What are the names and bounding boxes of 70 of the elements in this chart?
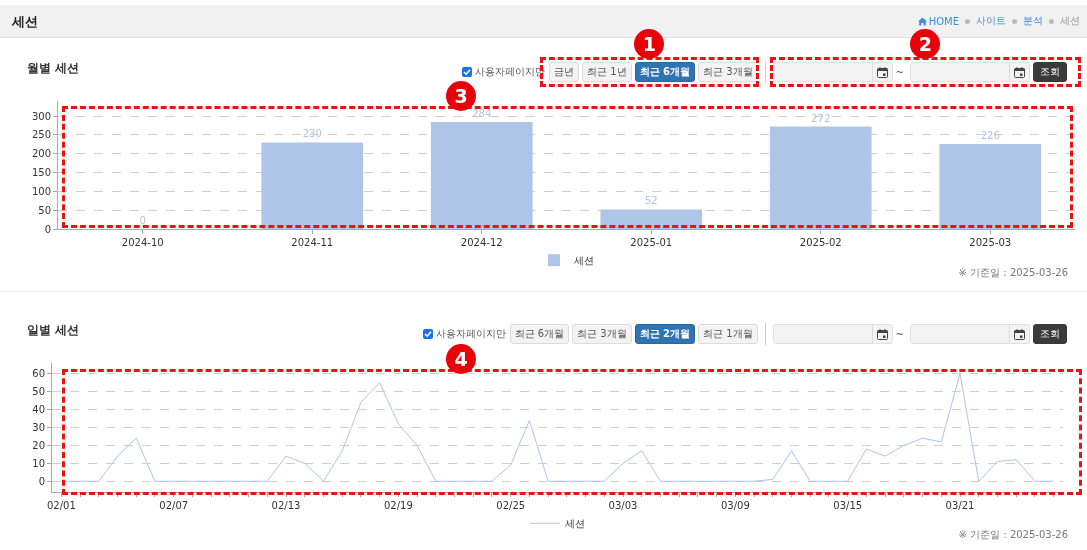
x-tick-label: 03/15 [833,500,863,511]
x-tick-label: 03/21 [945,500,975,511]
x-tick-label: 2024-10 [121,237,164,248]
button: 최근 6개월 [509,324,570,344]
x-tick-label: 2025-03 [969,237,1012,248]
text: ※ 기준일 : 2025-03-26 [958,266,1068,280]
y-tick-label: 40 [32,404,45,416]
y-tick-label: 150 [31,167,51,179]
button: 조회 [1033,62,1067,82]
legend-label: 세션 [565,518,585,530]
y-tick-label: 10 [32,457,45,469]
x-tick-label: 2025-01 [630,237,673,248]
button: 최근 1년 [582,62,632,82]
text: ~ [895,328,904,340]
button: 최근 1개월 [698,324,758,344]
y-tick-label: 200 [31,148,51,160]
annotation: 3 [454,84,468,107]
x-tick-label: 02/07 [159,500,189,511]
chart-title: 월별 세션 [27,60,80,77]
button: 최근 2개월 [634,324,696,344]
data-label: 230 [302,128,322,140]
line-series [60,373,1055,482]
bar [600,209,703,229]
bar [769,126,872,229]
y-tick-label: 300 [31,110,51,122]
text: 사용자페이지만 [475,65,546,79]
callout-badge: 3 [446,81,476,111]
x-tick-label: 2024-12 [460,237,503,248]
data-label: 226 [980,129,1000,141]
x-tick-label: 03/03 [608,500,638,511]
callout-badge: 4 [446,344,476,374]
y-tick-label: 250 [31,129,51,141]
y-tick-label: 100 [31,185,51,197]
text: 사이트 [976,14,1006,28]
data-label: 0 [139,215,146,226]
button: 조회 [1033,324,1067,344]
x-tick-label: 2024-11 [291,237,334,248]
chart-title: 일별 세션 [27,322,80,339]
text: 분석 [1023,14,1043,28]
x-tick-label: 02/19 [383,500,413,511]
y-tick-label: 50 [32,386,45,398]
legend-label: 세션 [574,255,594,267]
y-tick-label: 0 [38,475,45,487]
text: ※ 기준일 : 2025-03-26 [958,528,1068,542]
button: 최근 3개월 [572,324,632,344]
button: 금년 [549,62,580,82]
x-tick-label: 02/01 [46,500,76,511]
x-tick-label: 02/25 [496,500,526,511]
button: 최근 3개월 [698,62,758,82]
data-label: 284 [472,108,492,120]
y-tick-label: 30 [32,422,45,433]
x-tick-label: 03/09 [720,500,750,511]
annotation: 4 [454,347,468,370]
button: 최근 6개월 [634,62,696,82]
data-label: 272 [811,112,831,124]
y-tick-label: 50 [38,204,51,216]
y-tick-label: 20 [32,439,45,451]
y-tick-label: 60 [32,368,45,380]
bar [430,122,533,229]
x-tick-label: 02/13 [271,500,301,511]
text: 세션 [1060,14,1080,28]
y-tick-label: 0 [44,223,51,235]
x-tick-label: 2025-02 [799,237,842,248]
bar [939,143,1042,229]
text: 세션 [12,13,38,31]
text: ~ [895,66,904,78]
data-label: 52 [644,195,658,207]
text: HOME [928,15,959,27]
text: 사용자페이지만 [435,327,506,341]
bar [261,142,364,229]
